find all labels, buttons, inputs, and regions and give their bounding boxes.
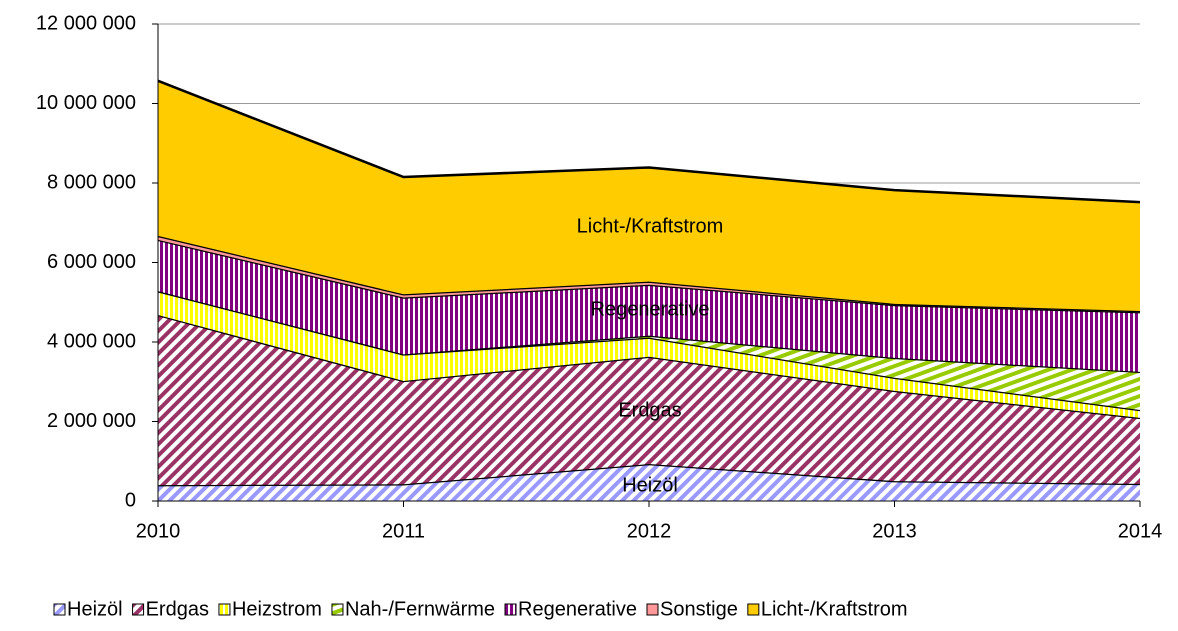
legend-label: Erdgas [146, 598, 209, 620]
x-tick-label: 2013 [872, 520, 917, 542]
legend-label: Nah-/Fernwärme [345, 598, 495, 620]
area [158, 314, 1140, 486]
legend-swatch [504, 603, 517, 616]
legend-swatch [646, 603, 659, 616]
y-tick-label: 8 000 000 [47, 171, 136, 193]
legend-label: Heizstrom [232, 598, 322, 620]
y-tick-label: 0 [125, 489, 136, 511]
annotation: Regenerative [591, 298, 710, 320]
legend-label: Licht-/Kraftstrom [761, 598, 908, 620]
area [158, 239, 1140, 372]
area [158, 291, 1140, 418]
x-tick-label: 2014 [1118, 520, 1163, 542]
legend-swatch [53, 603, 66, 616]
y-tick-label: 4 000 000 [47, 330, 136, 352]
x-tick-label: 2010 [136, 520, 181, 542]
legend-swatch [747, 603, 760, 616]
x-tick-label: 2012 [627, 520, 672, 542]
y-tick-label: 10 000 000 [36, 92, 136, 114]
legend-swatch [218, 603, 231, 616]
area [158, 80, 1140, 311]
x-tick-label: 2011 [382, 520, 425, 542]
area-outline [157, 462, 1141, 487]
annotation: Erdgas [618, 399, 681, 421]
legend-swatch [132, 603, 145, 616]
y-tick-label: 2 000 000 [47, 410, 136, 432]
annotation: Heizöl [622, 474, 678, 496]
y-tick-label: 6 000 000 [47, 251, 136, 273]
annotation: Licht-/Kraftstrom [577, 215, 724, 237]
legend-swatch [331, 603, 344, 616]
area [158, 464, 1140, 501]
legend-label: Heizöl [67, 598, 123, 620]
legend-label: Regenerative [518, 598, 637, 620]
area-outline [157, 79, 1141, 204]
y-tick-label: 12 000 000 [36, 12, 136, 34]
legend-label: Sonstige [660, 598, 738, 620]
